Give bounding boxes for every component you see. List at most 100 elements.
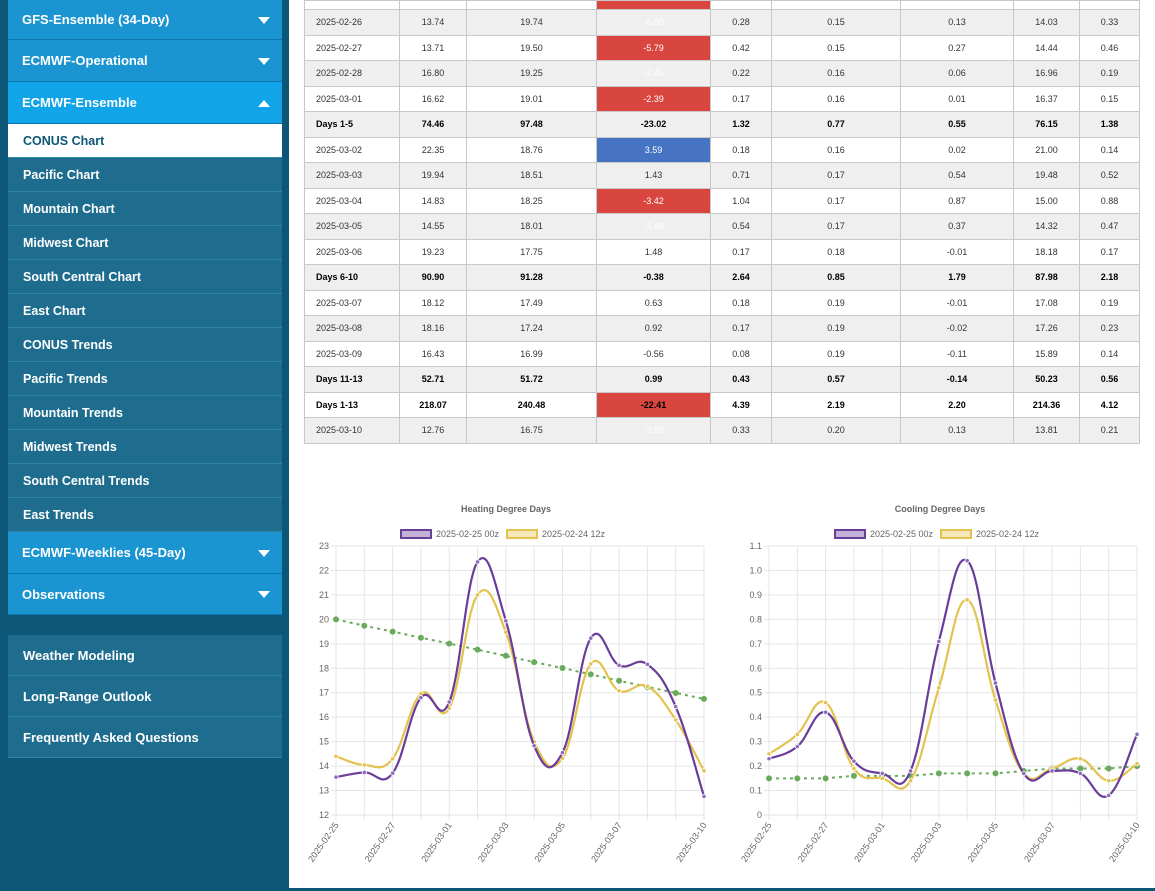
submenu-item[interactable]: CONUS Trends <box>8 328 282 362</box>
data-point <box>673 704 679 710</box>
submenu-item[interactable]: Mountain Trends <box>8 396 282 430</box>
heating-degree-days-chart: Heating Degree Days 2025-02-25 00z 2025-02… <box>306 504 709 864</box>
link-faq[interactable]: Frequently Asked Questions <box>8 717 282 758</box>
y-tick-label: 0.6 <box>749 663 762 673</box>
x-tick-label: 2025-02-25 <box>306 820 341 863</box>
table-cell: 17.26 <box>1013 315 1080 342</box>
model-menu: GFS-Ensemble (34-Day) ECMWF-Operational … <box>8 0 282 615</box>
chevron-down-icon <box>258 57 270 65</box>
submenu-item[interactable]: Pacific Trends <box>8 362 282 396</box>
series-line <box>335 588 705 772</box>
table-cell: 0.15 <box>771 34 901 61</box>
data-point <box>531 659 538 666</box>
table-cell: 0.23 <box>1079 315 1140 342</box>
table-cell: 0.17 <box>771 162 901 189</box>
data-point <box>616 688 622 694</box>
y-tick-label: 1.0 <box>749 565 762 575</box>
table-cell: 0.19 <box>771 340 901 367</box>
data-point <box>616 662 622 668</box>
table-cell: 4.39 <box>710 391 772 418</box>
submenu-item[interactable]: East Trends <box>8 498 282 532</box>
data-point <box>1105 765 1112 772</box>
y-tick-label: 0.5 <box>749 688 762 698</box>
data-point <box>502 652 509 659</box>
table-cell: 91.28 <box>466 264 597 291</box>
menu-label: ECMWF-Ensemble <box>22 95 137 110</box>
table-cell: 0.16 <box>771 136 901 163</box>
table-cell: -3.46 <box>596 213 711 240</box>
cooling-degree-days-chart: Cooling Degree Days 2025-02-25 00z 2025-02… <box>739 504 1142 864</box>
menu-observations[interactable]: Observations <box>8 574 282 615</box>
table-cell <box>771 0 901 10</box>
table-cell: -6.00 <box>596 9 711 36</box>
table-row: 2025-03-05 14.55 18.01 -3.46 0.54 0.17 0.37 14.… <box>304 213 1140 240</box>
data-point <box>1049 768 1055 774</box>
table-cell: 19.48 <box>1013 162 1080 189</box>
data-point <box>936 685 942 691</box>
menu-ecmwf-weeklies[interactable]: ECMWF-Weeklies (45-Day) <box>8 532 282 574</box>
table-cell: -5.79 <box>596 34 711 61</box>
table-cell: 19.01 <box>466 85 597 112</box>
table-cell: 87.98 <box>1013 264 1080 291</box>
table-cell: 2.18 <box>1079 264 1140 291</box>
submenu-item[interactable]: East Chart <box>8 294 282 328</box>
menu-gfs-ensemble[interactable]: GFS-Ensemble (34-Day) <box>8 0 282 40</box>
data-point <box>851 758 857 764</box>
link-long-range-outlook[interactable]: Long-Range Outlook <box>8 676 282 717</box>
table-cell: 0.56 <box>1079 366 1140 393</box>
table-row: 2025-03-08 18.16 17.24 0.92 0.17 0.19 -0.02 17.… <box>304 315 1140 342</box>
data-point <box>474 592 481 598</box>
table-cell: 0.18 <box>710 136 772 163</box>
data-point <box>616 677 623 684</box>
y-tick-label: 14 <box>319 761 329 771</box>
y-tick-label: 15 <box>319 737 329 747</box>
x-tick-label: 2025-03-03 <box>476 820 511 863</box>
table-row <box>304 0 1140 10</box>
x-tick-label: 2025-03-10 <box>1107 820 1142 863</box>
table-cell: 0.27 <box>900 34 1014 61</box>
table-cell: -0.14 <box>900 366 1014 393</box>
submenu-item[interactable]: Pacific Chart <box>8 158 282 192</box>
table-cell: 16.80 <box>399 60 467 87</box>
x-tick-label: 2025-03-01 <box>852 820 887 863</box>
submenu-item[interactable]: Mountain Chart <box>8 192 282 226</box>
table-cell: 1.38 <box>1079 111 1140 138</box>
x-tick-label: 2025-03-01 <box>419 820 454 863</box>
table-cell: 0.57 <box>771 366 901 393</box>
data-point <box>531 743 537 749</box>
submenu-item[interactable]: Midwest Trends <box>8 430 282 464</box>
table-cell: 0.28 <box>710 9 772 36</box>
data-point <box>1106 778 1112 784</box>
submenu-item[interactable]: CONUS Chart <box>8 124 282 158</box>
y-tick-label: 0.4 <box>749 712 762 722</box>
submenu-item[interactable]: South Central Chart <box>8 260 282 294</box>
submenu-item[interactable]: South Central Trends <box>8 464 282 498</box>
table-row: 2025-03-10 12.76 16.75 -3.99 0.33 0.20 0.13 13.… <box>304 417 1140 444</box>
date-cell: 2025-03-06 <box>304 238 400 265</box>
table-cell: 0.92 <box>596 315 711 342</box>
data-point <box>559 750 566 756</box>
table-cell: 17.75 <box>466 238 597 265</box>
table-cell: 0.17 <box>710 315 772 342</box>
data-point <box>389 628 396 635</box>
table-row: 2025-03-06 19.23 17.75 1.48 0.17 0.18 -0.01 18.… <box>304 238 1140 265</box>
menu-label: ECMWF-Weeklies (45-Day) <box>22 545 186 560</box>
submenu-item[interactable]: Midwest Chart <box>8 226 282 260</box>
table-cell: 1.48 <box>596 238 711 265</box>
table-cell: 19.25 <box>466 60 597 87</box>
table-cell: -0.56 <box>596 340 711 367</box>
table-cell: 16.96 <box>1013 60 1080 87</box>
menu-ecmwf-ensemble[interactable]: ECMWF-Ensemble <box>8 82 282 124</box>
y-tick-label: 21 <box>319 590 329 600</box>
data-point <box>964 558 970 564</box>
date-cell: 2025-03-09 <box>304 340 400 367</box>
table-cell: 14.83 <box>399 187 467 214</box>
menu-ecmwf-operational[interactable]: ECMWF-Operational <box>8 40 282 82</box>
table-cell <box>399 0 467 10</box>
table-cell: 0.13 <box>900 417 1014 444</box>
date-cell: 2025-02-28 <box>304 60 400 87</box>
link-weather-modeling[interactable]: Weather Modeling <box>8 635 282 676</box>
table-cell: 0.18 <box>710 289 772 316</box>
table-cell: 0.06 <box>900 60 1014 87</box>
data-point <box>823 709 829 715</box>
